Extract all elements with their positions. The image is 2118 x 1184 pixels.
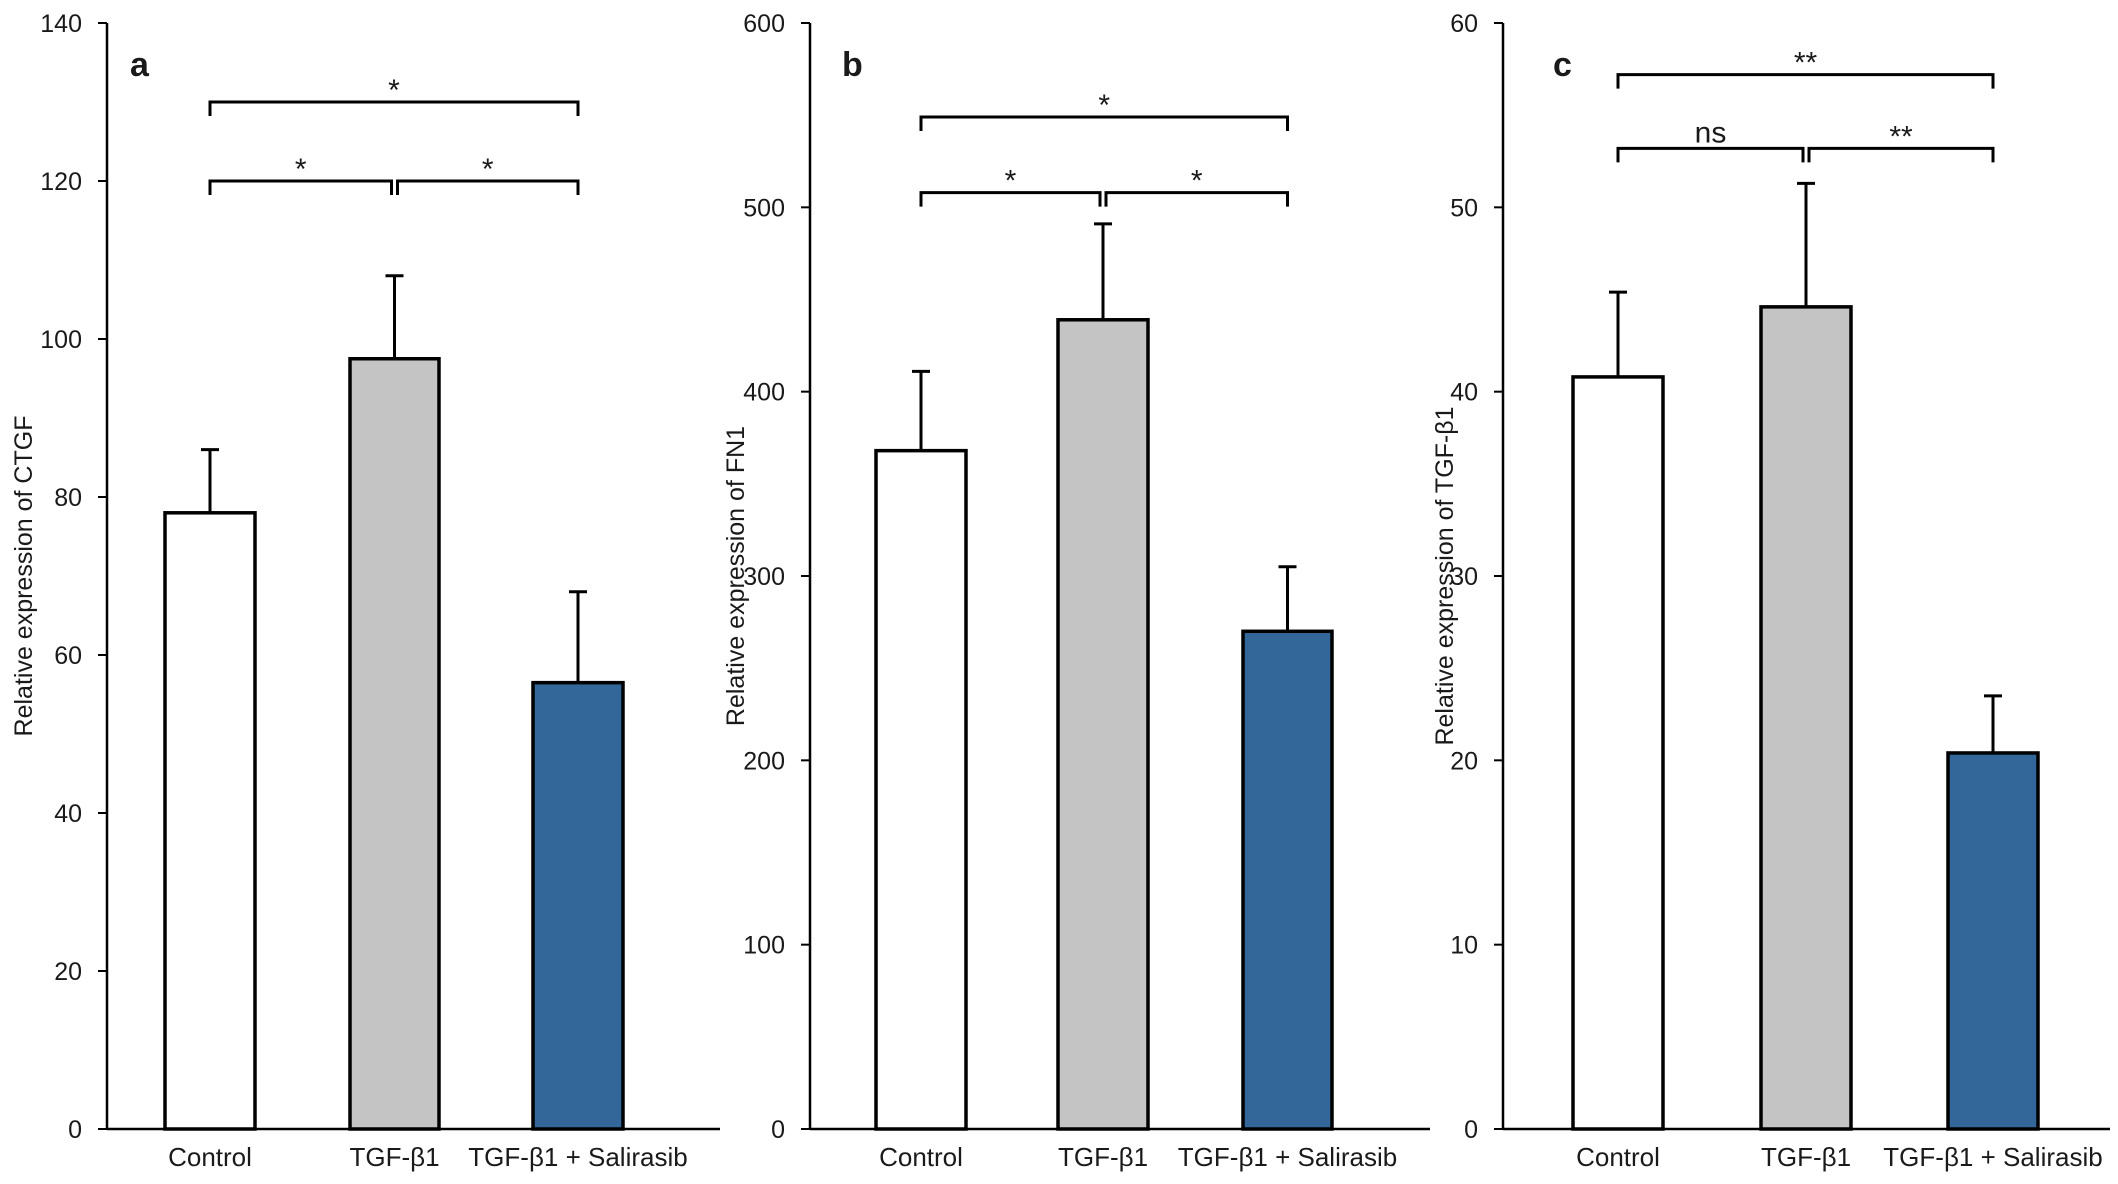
y-axis-title: Relative expression of CTGF xyxy=(10,416,38,737)
bar xyxy=(1946,751,2040,1131)
y-axis-title: Relative expression of TGF-β1 xyxy=(1431,406,1459,745)
y-tick-label: 50 xyxy=(1450,194,1478,222)
panel-c: 0 10 20 30 40 50 60 Relative expression of TGF-… xyxy=(1431,10,2110,1172)
significance-bracket xyxy=(1616,73,1995,89)
x-category-label: Control xyxy=(168,1142,252,1172)
y-tick-label: 100 xyxy=(40,326,82,354)
panel-letter: b xyxy=(842,46,863,84)
y-tick-label: 0 xyxy=(68,1116,82,1144)
y-tick-label: 30 xyxy=(1450,563,1478,591)
y-tick-label: 80 xyxy=(54,484,82,512)
y-tick-label: 0 xyxy=(771,1116,785,1144)
y-tick-label: 10 xyxy=(1450,932,1478,960)
y-tick-label: 40 xyxy=(1450,379,1478,407)
y-tick-label: 40 xyxy=(54,800,82,828)
significance-label: * xyxy=(388,74,400,107)
significance-bracket xyxy=(208,179,393,195)
x-category-label: Control xyxy=(1576,1142,1660,1172)
y-tick-label: 300 xyxy=(743,563,785,591)
significance-label: ** xyxy=(1794,47,1818,80)
x-category-label: TGF-β1 + Salirasib xyxy=(1178,1142,1397,1172)
panel-letter: a xyxy=(130,46,150,84)
significance-bracket xyxy=(919,115,1289,132)
bar xyxy=(1241,629,1334,1131)
y-tick-label: 120 xyxy=(40,168,82,196)
y-tick-label: 0 xyxy=(1464,1116,1478,1144)
significance-bracket xyxy=(208,100,580,116)
significance-bracket xyxy=(1807,146,1995,163)
y-tick-label: 60 xyxy=(1450,10,1478,38)
bar xyxy=(348,357,441,1131)
significance-label: ns xyxy=(1695,116,1727,149)
y-tick-label: 20 xyxy=(1450,747,1478,775)
y-tick-label: 400 xyxy=(743,379,785,407)
bar xyxy=(874,448,968,1131)
significance-label: * xyxy=(1191,165,1203,198)
bar xyxy=(1571,375,1665,1131)
significance-label: ** xyxy=(1889,120,1913,153)
bar xyxy=(531,680,625,1131)
x-category-label: TGF-β1 xyxy=(1058,1142,1148,1172)
x-category-label: TGF-β1 xyxy=(349,1142,439,1172)
significance-label: * xyxy=(295,153,307,186)
significance-label: * xyxy=(1005,165,1017,198)
panel-b: 0 100 200 300 400 500 600 Relative expression o… xyxy=(722,10,1430,1172)
x-category-label: TGF-β1 + Salirasib xyxy=(1883,1142,2102,1172)
significance-bracket xyxy=(1104,191,1289,207)
x-category-label: Control xyxy=(879,1142,963,1172)
bar xyxy=(1759,305,1853,1131)
x-category-label: TGF-β1 + Salirasib xyxy=(468,1142,687,1172)
panel-letter: c xyxy=(1553,46,1572,84)
y-tick-label: 20 xyxy=(54,958,82,986)
significance-label: * xyxy=(482,153,494,186)
y-tick-label: 100 xyxy=(743,932,785,960)
y-tick-label: 200 xyxy=(743,747,785,775)
significance-bracket xyxy=(1616,146,1805,163)
bar xyxy=(1056,318,1150,1131)
y-tick-label: 600 xyxy=(743,10,785,38)
panel-a: 0 20 40 60 80 100 120 140 Relative expression of… xyxy=(10,10,720,1172)
y-tick-label: 140 xyxy=(40,10,82,38)
significance-bracket xyxy=(396,179,580,195)
y-tick-label: 500 xyxy=(743,194,785,222)
significance-bracket xyxy=(919,191,1102,207)
y-axis-title: Relative expression of FN1 xyxy=(722,426,750,726)
significance-label: * xyxy=(1098,89,1110,122)
y-tick-label: 60 xyxy=(54,642,82,670)
x-category-label: TGF-β1 xyxy=(1761,1142,1851,1172)
bar xyxy=(163,511,257,1131)
